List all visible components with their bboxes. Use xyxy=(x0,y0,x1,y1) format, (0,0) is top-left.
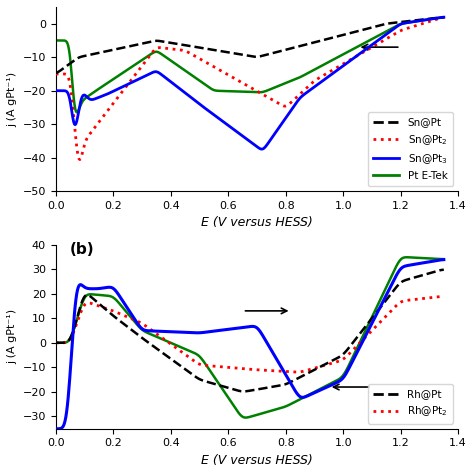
Text: (b): (b) xyxy=(70,242,95,257)
X-axis label: E (V versus HESS): E (V versus HESS) xyxy=(201,217,313,229)
Legend: Sn@Pt, Sn@Pt$_2$, Sn@Pt$_3$, Pt E-Tek: Sn@Pt, Sn@Pt$_2$, Sn@Pt$_3$, Pt E-Tek xyxy=(368,112,453,186)
Y-axis label: j (A gPt⁻¹): j (A gPt⁻¹) xyxy=(7,72,17,127)
Y-axis label: j (A gPt⁻¹): j (A gPt⁻¹) xyxy=(7,309,17,364)
Legend: Rh@Pt, Rh@Pt$_2$: Rh@Pt, Rh@Pt$_2$ xyxy=(368,384,453,424)
X-axis label: E (V versus HESS): E (V versus HESS) xyxy=(201,454,313,467)
